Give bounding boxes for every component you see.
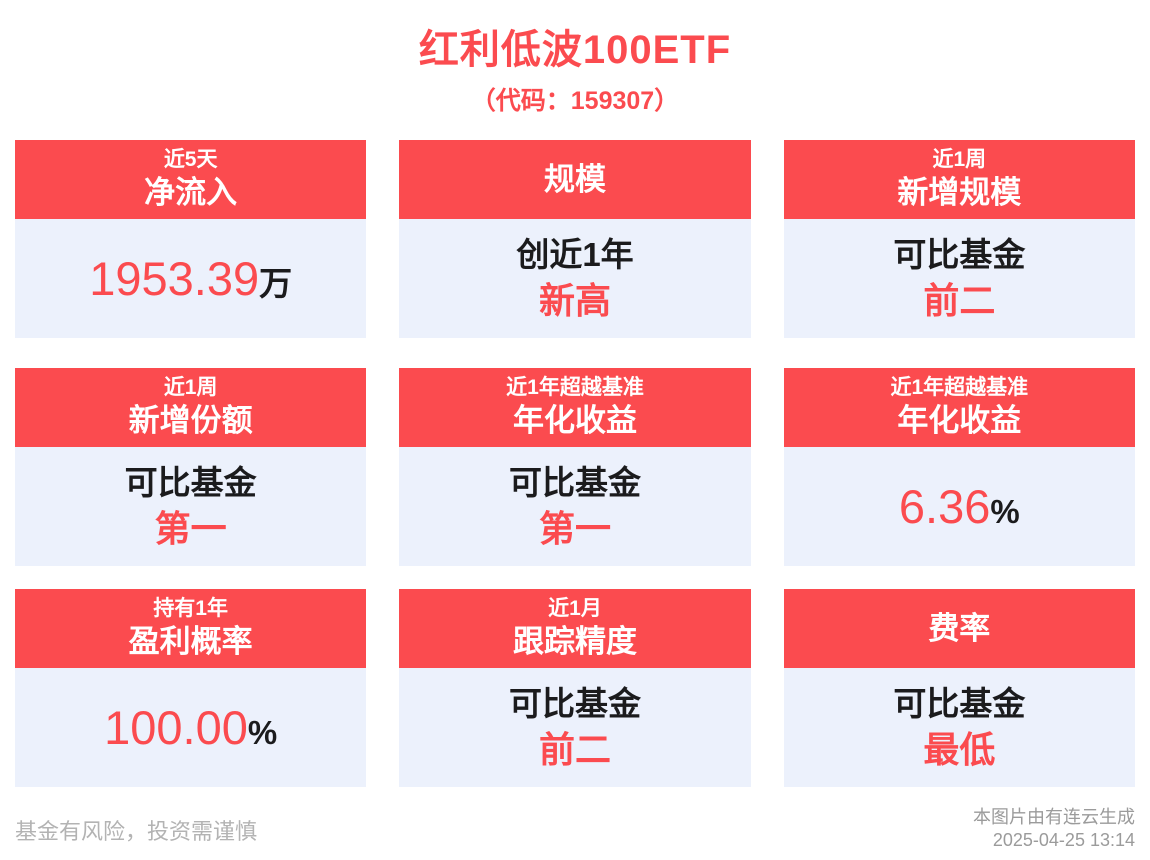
card-body: 可比基金 前二 <box>783 219 1135 338</box>
card-new-scale-1w: 近1周 新增规模 可比基金 前二 <box>783 140 1135 338</box>
card-body: 可比基金 第一 <box>399 447 751 566</box>
metric-text-line2: 最低 <box>923 728 996 770</box>
metric-value: 6.36 <box>898 479 991 533</box>
footer: 基金有风险，投资需谨慎 本图片由有连云生成 2025-04-25 13:14 <box>15 806 1135 852</box>
metric-text-line2: 新高 <box>538 279 611 321</box>
metric-text-line2: 第一 <box>538 507 611 549</box>
card-metric-label: 费率 <box>928 610 991 646</box>
card-tracking-precision: 近1月 跟踪精度 可比基金 前二 <box>399 589 751 787</box>
grid-row-2: 近1周 新增份额 可比基金 第一 近1年超越基准 年化收益 可比基金 第一 <box>15 368 1135 566</box>
metric-text-line2: 前二 <box>538 728 611 770</box>
card-header: 近1年超越基准 年化收益 <box>783 368 1135 447</box>
card-excess-return-rank: 近1年超越基准 年化收益 可比基金 第一 <box>399 368 751 566</box>
metric-unit: % <box>990 492 1020 530</box>
card-metric-label: 规模 <box>543 161 606 197</box>
metric-text-line1: 创近1年 <box>516 235 634 273</box>
metric-value: 1953.39 <box>89 251 260 305</box>
page-subtitle: （代码：159307） <box>470 87 680 115</box>
card-metric-label: 新增规模 <box>897 175 1022 210</box>
metric-value-group: 6.36 % <box>899 479 1020 535</box>
card-scale: 规模 创近1年 新高 <box>399 140 751 338</box>
metric-grid: 近5天 净流入 1953.39 万 规模 创近1年 新高 <box>15 140 1135 787</box>
card-metric-label: 年化收益 <box>512 403 637 438</box>
metric-text-line1: 可比基金 <box>893 235 1026 273</box>
card-metric-label: 年化收益 <box>897 403 1022 438</box>
metric-value: 100.00 <box>104 700 248 754</box>
grid-row-3: 持有1年 盈利概率 100.00 % 近1月 跟踪精度 可比基金 前二 <box>15 589 1135 787</box>
card-excess-return-value: 近1年超越基准 年化收益 6.36 % <box>783 368 1135 566</box>
card-period-label: 近1年超越基准 <box>506 376 644 399</box>
card-header: 持有1年 盈利概率 <box>15 589 367 668</box>
grid-row-1: 近5天 净流入 1953.39 万 规模 创近1年 新高 <box>15 140 1135 338</box>
card-header: 近1周 新增规模 <box>783 140 1135 219</box>
metric-text-line1: 可比基金 <box>508 684 641 722</box>
metric-text-line1: 可比基金 <box>508 463 641 501</box>
card-body: 1953.39 万 <box>15 219 367 338</box>
page-title: 红利低波100ETF <box>418 28 732 72</box>
card-header: 近1月 跟踪精度 <box>399 589 751 668</box>
card-period-label: 近1周 <box>932 148 987 171</box>
card-header: 近1周 新增份额 <box>15 368 367 447</box>
timestamp: 2025-04-25 13:14 <box>992 830 1135 850</box>
card-metric-label: 盈利概率 <box>128 624 253 659</box>
generator-credit: 本图片由有连云生成 2025-04-25 13:14 <box>973 806 1135 852</box>
card-metric-label: 跟踪精度 <box>512 624 637 659</box>
card-header: 近5天 净流入 <box>15 140 367 219</box>
card-body: 6.36 % <box>783 447 1135 566</box>
card-header: 费率 <box>783 589 1135 668</box>
risk-disclaimer: 基金有风险，投资需谨慎 <box>15 819 258 844</box>
card-metric-label: 净流入 <box>144 175 238 210</box>
card-new-shares-1w: 近1周 新增份额 可比基金 第一 <box>15 368 367 566</box>
titlebar: 红利低波100ETF （代码：159307） <box>0 0 1150 116</box>
card-body: 可比基金 第一 <box>15 447 367 566</box>
card-body: 可比基金 前二 <box>399 668 751 787</box>
metric-text-line2: 前二 <box>923 279 996 321</box>
metric-text-line2: 第一 <box>154 507 227 549</box>
card-body: 可比基金 最低 <box>783 668 1135 787</box>
card-fee-rate: 费率 可比基金 最低 <box>783 589 1135 787</box>
card-net-inflow: 近5天 净流入 1953.39 万 <box>15 140 367 338</box>
card-metric-label: 新增份额 <box>128 403 253 438</box>
credit-line: 本图片由有连云生成 <box>973 807 1135 827</box>
metric-unit: 万 <box>259 264 293 302</box>
card-body: 100.00 % <box>15 668 367 787</box>
card-header: 近1年超越基准 年化收益 <box>399 368 751 447</box>
metric-value-group: 100.00 % <box>104 700 277 756</box>
metric-unit: % <box>247 713 278 751</box>
card-period-label: 近5天 <box>163 148 218 171</box>
metric-text-line1: 可比基金 <box>124 463 257 501</box>
card-period-label: 近1周 <box>163 376 218 399</box>
card-body: 创近1年 新高 <box>399 219 751 338</box>
card-period-label: 近1月 <box>548 597 602 620</box>
metric-value-group: 1953.39 万 <box>89 251 292 307</box>
card-profit-probability: 持有1年 盈利概率 100.00 % <box>15 589 367 787</box>
card-header: 规模 <box>399 140 751 219</box>
metric-text-line1: 可比基金 <box>893 684 1026 722</box>
card-period-label: 持有1年 <box>153 597 228 620</box>
card-period-label: 近1年超越基准 <box>890 376 1029 399</box>
